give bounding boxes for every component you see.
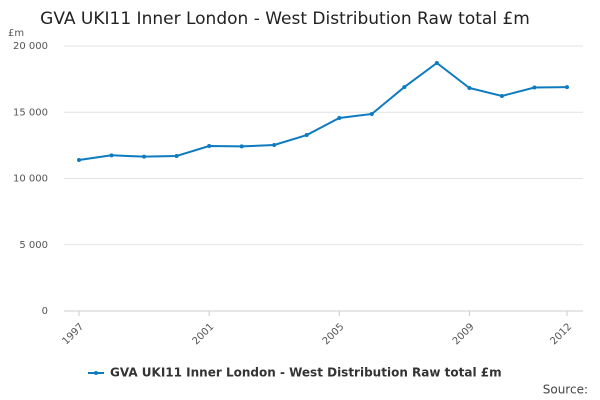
y-tick-label: 15 000 <box>13 107 48 118</box>
x-tick-label: 2012 <box>548 321 574 347</box>
x-tick-label: 1997 <box>60 321 86 347</box>
point <box>565 85 569 90</box>
point <box>369 111 374 116</box>
y-tick-label: 20 000 <box>13 41 48 52</box>
x-tick-label: 2001 <box>191 321 217 347</box>
point <box>467 86 472 91</box>
point <box>272 142 277 147</box>
y-tick-label: 0 <box>42 306 48 317</box>
source: Source: <box>543 383 588 397</box>
point <box>239 144 244 149</box>
point <box>109 153 114 158</box>
legend-swatch-point <box>94 371 98 375</box>
line <box>78 61 568 161</box>
point <box>304 133 309 138</box>
point <box>402 85 407 90</box>
point <box>174 153 179 158</box>
point <box>142 154 147 159</box>
point <box>207 144 212 149</box>
point <box>337 115 342 120</box>
point <box>532 85 537 90</box>
y-tick-label: 10 000 <box>13 174 48 185</box>
chart-title: GVA UKI11 Inner London - West Distributi… <box>40 9 530 29</box>
legend-label: GVA UKI11 Inner London - West Distributi… <box>110 366 502 380</box>
y-axis-label: £m <box>8 28 24 39</box>
x-tick-label: 2005 <box>321 321 347 347</box>
point <box>499 93 504 98</box>
x-tick-label: 2009 <box>451 321 477 347</box>
point <box>77 157 81 162</box>
point <box>434 60 439 65</box>
y-tick-label: 5 000 <box>19 240 48 251</box>
